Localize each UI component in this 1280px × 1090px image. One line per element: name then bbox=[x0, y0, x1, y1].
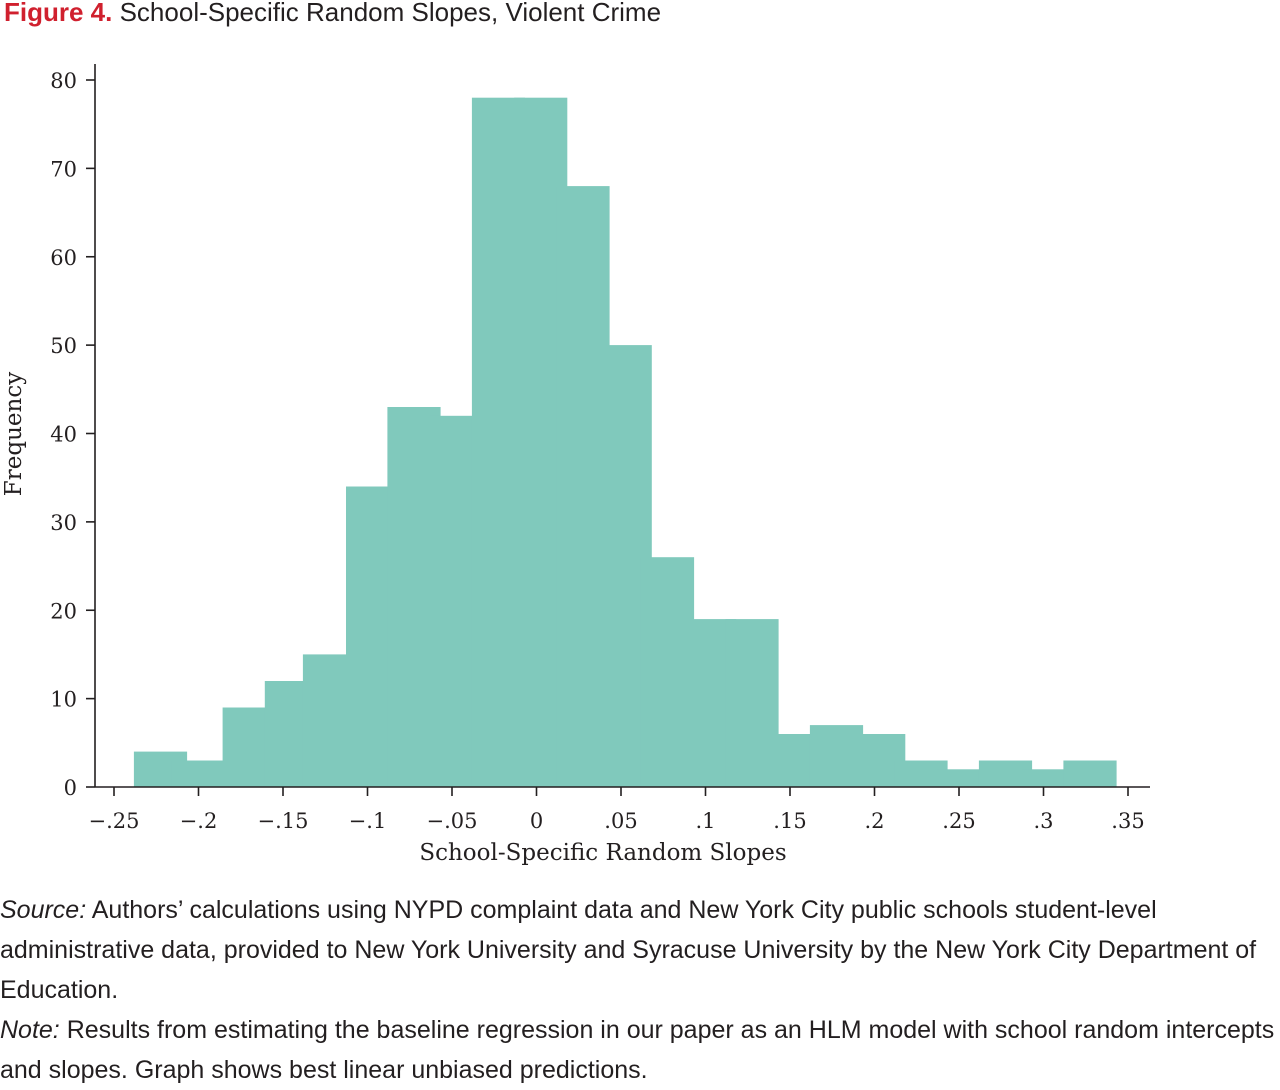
y-axis-label: Frequency bbox=[1, 372, 27, 496]
x-tick-label: −.05 bbox=[427, 809, 478, 833]
x-tick-label: .1 bbox=[695, 809, 715, 833]
y-tick-label: 40 bbox=[50, 423, 77, 447]
figure-number: Figure 4. bbox=[4, 0, 113, 27]
x-axis-label: School-Specific Random Slopes bbox=[419, 840, 786, 866]
x-tick-label: .25 bbox=[942, 809, 975, 833]
x-axis-ticks: −.25 −.2 −.15 −.1 −.05 0 .05 .1 .15 .2 .25 .3 .35 bbox=[89, 787, 1145, 833]
bars-group bbox=[133, 97, 1117, 788]
y-tick-label: 50 bbox=[50, 334, 77, 358]
y-tick-label: 70 bbox=[50, 157, 77, 181]
y-axis-ticks: 0 10 20 30 40 50 60 70 80 bbox=[50, 69, 95, 800]
x-tick-label: −.15 bbox=[258, 809, 309, 833]
x-tick-label: .05 bbox=[604, 809, 637, 833]
y-tick-label: 60 bbox=[50, 246, 77, 270]
histogram-bar bbox=[1021, 769, 1075, 787]
y-tick-label: 20 bbox=[50, 599, 77, 623]
source-text: Authors’ calculations using NYPD complai… bbox=[0, 896, 1257, 1004]
note: Note: Results from estimating the baseli… bbox=[0, 1010, 1276, 1090]
x-tick-label: −.1 bbox=[349, 809, 387, 833]
figure-title-text: School-Specific Random Slopes, Violent C… bbox=[119, 0, 662, 27]
source-note: Source: Authors’ calculations using NYPD… bbox=[0, 890, 1276, 1010]
x-tick-label: 0 bbox=[530, 809, 543, 833]
histogram-bar bbox=[171, 760, 226, 787]
note-label: Note: bbox=[0, 1016, 60, 1044]
x-tick-label: −.25 bbox=[89, 809, 140, 833]
histogram-bar bbox=[936, 769, 990, 787]
figure-title: Figure 4. School-Specific Random Slopes,… bbox=[4, 0, 661, 27]
figure-notes: Source: Authors’ calculations using NYPD… bbox=[0, 890, 1276, 1090]
x-tick-label: −.2 bbox=[180, 809, 218, 833]
x-tick-label: .3 bbox=[1033, 809, 1053, 833]
x-tick-label: .35 bbox=[1111, 809, 1144, 833]
y-tick-label: 30 bbox=[50, 511, 77, 535]
y-tick-label: 80 bbox=[50, 69, 77, 93]
y-tick-label: 0 bbox=[64, 776, 77, 800]
y-tick-label: 10 bbox=[50, 688, 77, 712]
x-tick-label: .15 bbox=[773, 809, 806, 833]
histogram-bar bbox=[1063, 760, 1117, 787]
histogram-chart: 0 10 20 30 40 50 60 70 80 −.25 −.2 −.15 −.1 −.05 0 .05… bbox=[1, 64, 1150, 866]
source-label: Source: bbox=[0, 896, 87, 924]
note-text: Results from estimating the baseline reg… bbox=[0, 1016, 1275, 1084]
x-tick-label: .2 bbox=[864, 809, 884, 833]
